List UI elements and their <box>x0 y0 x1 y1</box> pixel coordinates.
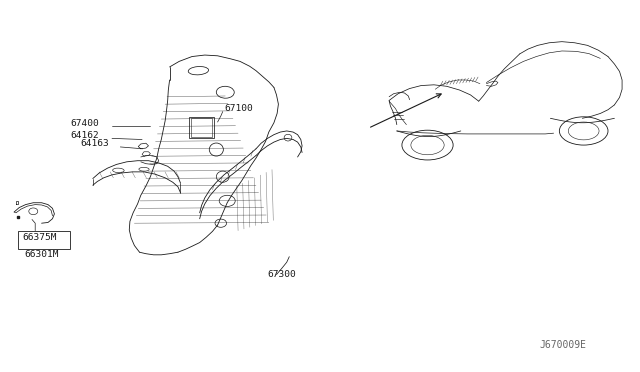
Text: 64162: 64162 <box>70 131 99 140</box>
Text: J670009E: J670009E <box>540 340 587 350</box>
Text: 67400: 67400 <box>70 119 99 128</box>
Text: 64163: 64163 <box>81 139 109 148</box>
Text: 66375M: 66375M <box>22 233 57 242</box>
Text: 66301M: 66301M <box>24 250 59 259</box>
Text: 67100: 67100 <box>224 104 253 113</box>
Bar <box>18 231 70 249</box>
Text: 67300: 67300 <box>268 270 296 279</box>
